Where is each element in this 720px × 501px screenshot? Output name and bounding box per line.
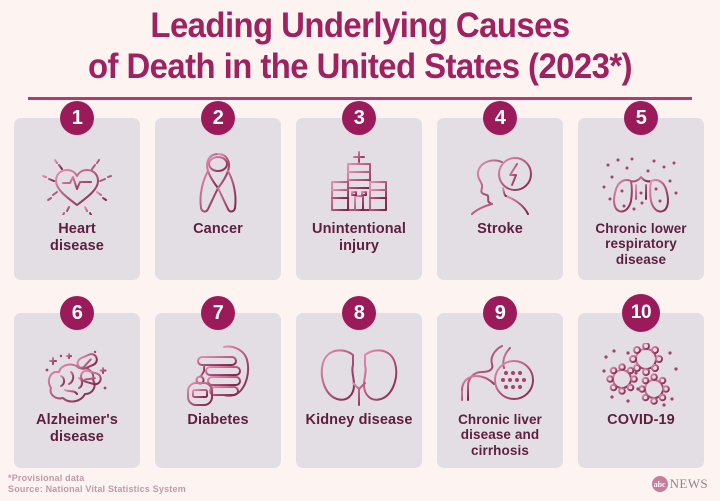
causes-row-1: 1	[14, 101, 708, 280]
rank-badge: 8	[342, 296, 376, 330]
cause-label: Cancer	[193, 221, 243, 237]
cause-label: Heart disease	[50, 221, 104, 254]
rank-badge: 3	[342, 101, 376, 135]
rank-badge: 6	[60, 296, 94, 330]
liver-stomach-icon	[460, 340, 540, 412]
rank-badge: 1	[60, 101, 94, 135]
cause-card-stroke[interactable]: 4 Stroke	[437, 101, 563, 280]
awareness-ribbon-icon	[189, 147, 247, 221]
rank-badge: 4	[483, 101, 517, 135]
heart-pulse-icon	[41, 147, 113, 221]
cause-label: Stroke	[477, 221, 523, 237]
cause-card-kidney-disease[interactable]: 8 Kidney disease	[296, 296, 422, 468]
cause-label: Diabetes	[187, 412, 249, 428]
footer-line-1: *Provisional data	[8, 472, 85, 483]
rank-badge: 10	[622, 294, 660, 332]
abc-circle-icon: abc	[651, 476, 668, 492]
cause-card-chronic-liver-disease[interactable]: 9	[437, 296, 563, 468]
cause-card-covid-19[interactable]: 10	[578, 294, 704, 468]
head-lightning-icon	[462, 147, 538, 221]
rank-badge: 7	[201, 296, 235, 330]
glucose-meter-hand-icon	[180, 340, 256, 412]
causes-grid: 1	[14, 101, 708, 468]
page-title: Leading Underlying Causes of Death in th…	[0, 0, 720, 100]
rank-badge: 2	[201, 101, 235, 135]
brain-pills-icon	[37, 340, 117, 412]
cause-label: COVID-19	[607, 412, 675, 428]
cause-card-cancer[interactable]: 2 Cancer	[155, 101, 281, 280]
abc-news-logo: abc NEWS	[651, 476, 708, 492]
cause-label: Chronic liver disease and cirrhosis	[458, 412, 542, 458]
title-line-2: of Death in the United States (2023*)	[87, 46, 633, 86]
cause-label: Unintentional injury	[312, 221, 406, 254]
lungs-particles-icon	[598, 147, 684, 221]
cause-card-diabetes[interactable]: 7	[155, 296, 281, 468]
cause-card-unintentional-injury[interactable]: 3	[296, 101, 422, 280]
title-divider	[28, 96, 692, 100]
cause-card-chronic-lower-respiratory-disease[interactable]: 5	[578, 101, 704, 280]
hospital-building-icon	[322, 147, 396, 221]
causes-row-2: 6	[14, 294, 708, 468]
cause-card-heart-disease[interactable]: 1	[14, 101, 140, 280]
cause-label: Chronic lower respiratory disease	[595, 221, 687, 267]
news-wordmark: NEWS	[669, 476, 708, 491]
cause-card-alzheimers-disease[interactable]: 6	[14, 296, 140, 468]
title-line-1: Leading Underlying Causes	[150, 6, 570, 45]
footer-source-note: *Provisional data Source: National Vital…	[8, 473, 186, 496]
cause-label: Kidney disease	[305, 412, 413, 428]
cause-label: Alzheimer's disease	[36, 412, 118, 445]
rank-badge: 9	[483, 296, 517, 330]
footer-line-2: Source: National Vital Statistics System	[8, 484, 186, 495]
kidneys-icon	[317, 340, 401, 412]
virus-particles-icon	[598, 340, 684, 412]
rank-badge: 5	[624, 101, 658, 135]
